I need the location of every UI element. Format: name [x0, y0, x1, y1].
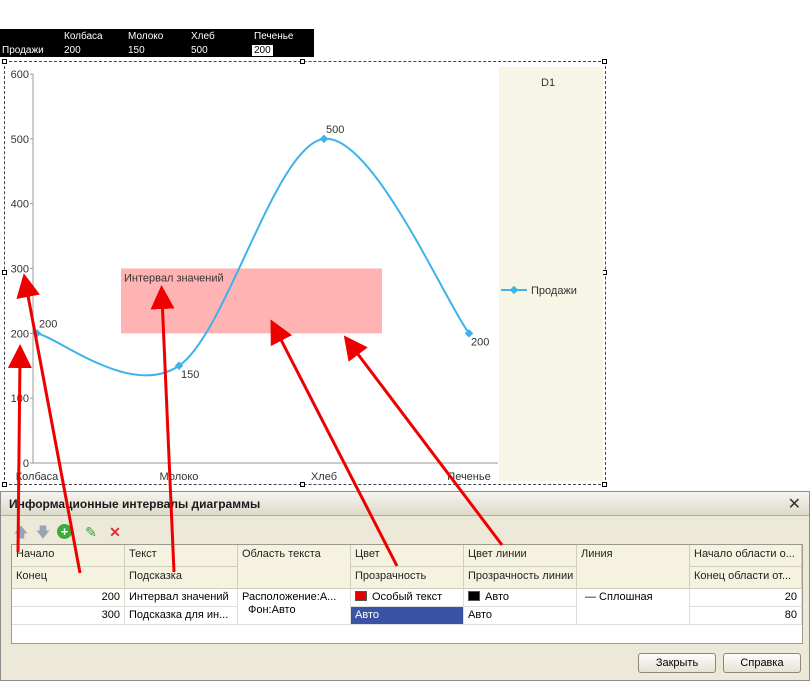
cell-area-start[interactable]: 20	[690, 589, 802, 607]
close-icon[interactable]: ✕	[787, 496, 801, 513]
cell-color[interactable]: Особый текст	[351, 589, 464, 607]
value-interval-label: Интервал значений	[124, 273, 224, 285]
col-header-2: Молоко	[128, 31, 164, 42]
line-chart[interactable]: Интервал значений 200 150 500 200 0 100 200 30…	[0, 0, 812, 491]
cell-line[interactable]: — Сплошная	[577, 589, 690, 625]
cell-value-4-selected[interactable]: 200	[252, 45, 273, 56]
line-color-swatch	[468, 591, 480, 601]
source-data-table: Колбаса Молоко Хлеб Печенье Продажи 200 …	[0, 29, 314, 57]
resize-handle[interactable]	[602, 59, 607, 64]
y-tick-label: 400	[11, 199, 29, 211]
legend-panel	[499, 67, 603, 481]
y-tick-label: 0	[23, 458, 29, 470]
x-tick-label: Молоко	[160, 471, 199, 483]
col-header-area-start[interactable]: Начало области о...	[690, 545, 802, 567]
row-label: Продажи	[2, 45, 44, 56]
add-icon[interactable]: +	[57, 524, 72, 539]
legend-title: D1	[541, 77, 555, 89]
resize-handle[interactable]	[2, 482, 7, 487]
col-header-line-transparency[interactable]: Прозрачность линии	[464, 567, 577, 589]
col-header-color[interactable]: Цвет	[351, 545, 464, 567]
cell-end[interactable]: 300	[12, 607, 125, 625]
col-header-end[interactable]: Конец	[12, 567, 125, 589]
data-label: 200	[39, 318, 57, 330]
intervals-table: Начало Текст Область текста Цвет Цвет ли…	[11, 544, 803, 644]
cell-area-end[interactable]: 80	[690, 607, 802, 625]
series-line-prodazhi[interactable]	[36, 137, 470, 377]
resize-handle[interactable]	[2, 59, 7, 64]
y-tick-label: 200	[11, 328, 29, 340]
resize-handle[interactable]	[2, 270, 7, 275]
cell-value-1[interactable]: 200	[64, 45, 81, 56]
data-point[interactable]	[319, 134, 329, 144]
col-header-tooltip[interactable]: Подсказка	[125, 567, 238, 589]
cell-value-3[interactable]: 500	[191, 45, 208, 56]
move-down-icon[interactable]: 🡇	[35, 524, 51, 540]
x-tick-label: Хлеб	[311, 471, 337, 483]
y-tick-label: 500	[11, 134, 29, 146]
cell-color-label: Особый текст	[372, 591, 443, 603]
cell-line-color-label: Авто	[485, 591, 509, 603]
y-tick-label: 600	[11, 69, 29, 81]
col-header-start[interactable]: Начало	[12, 545, 125, 567]
col-header-area-end[interactable]: Конец области от...	[690, 567, 802, 589]
resize-handle[interactable]	[602, 482, 607, 487]
edit-icon[interactable]: ✎	[85, 524, 97, 540]
cell-value-2[interactable]: 150	[128, 45, 145, 56]
col-header-1: Колбаса	[64, 31, 103, 42]
delete-icon[interactable]: ✕	[109, 524, 121, 540]
cell-line-transparency[interactable]: Авто	[464, 607, 577, 625]
data-label: 200	[471, 336, 489, 348]
dialog-titlebar[interactable]: Информационные интервалы диаграммы ✕	[1, 492, 809, 516]
cell-text[interactable]: Интервал значений	[125, 589, 238, 607]
cell-start[interactable]: 200	[12, 589, 125, 607]
help-button[interactable]: Справка	[723, 653, 801, 673]
cell-line-color[interactable]: Авто	[464, 589, 577, 607]
data-point[interactable]	[32, 329, 42, 338]
cell-tooltip[interactable]: Подсказка для ин...	[125, 607, 238, 625]
resize-handle[interactable]	[300, 59, 305, 64]
x-tick-label: Колбаса	[16, 471, 59, 483]
col-header-text[interactable]: Текст	[125, 545, 238, 567]
text-area-position: Расположение:А...	[242, 591, 337, 603]
data-label: 150	[181, 369, 199, 381]
cell-text-area[interactable]: Расположение:А... Фон:Авто	[238, 589, 351, 625]
close-button[interactable]: Закрыть	[638, 653, 716, 673]
col-header-transparency[interactable]: Прозрачность	[351, 567, 464, 589]
col-header-text-area[interactable]: Область текста	[238, 545, 351, 589]
col-header-line[interactable]: Линия	[577, 545, 690, 589]
col-header-4: Печенье	[254, 31, 294, 42]
dialog-title: Информационные интервалы диаграммы	[9, 497, 261, 511]
cell-transparency-selected[interactable]: Авто	[351, 607, 464, 625]
col-header-3: Хлеб	[191, 31, 215, 42]
data-point[interactable]	[464, 329, 474, 338]
legend-series-label: Продажи	[531, 285, 577, 297]
legend-series-point	[509, 285, 519, 295]
color-swatch	[355, 591, 367, 601]
move-up-icon[interactable]: 🡅	[13, 524, 29, 540]
data-point[interactable]	[174, 361, 184, 370]
chart-intervals-dialog: Информационные интервалы диаграммы ✕ 🡅 🡇…	[0, 491, 810, 681]
y-tick-label: 100	[11, 393, 29, 405]
x-tick-label: Печенье	[447, 471, 490, 483]
y-tick-label: 300	[11, 264, 29, 276]
col-header-line-color[interactable]: Цвет линии	[464, 545, 577, 567]
data-label: 500	[326, 124, 344, 136]
text-area-background: Фон:Авто	[248, 604, 296, 616]
